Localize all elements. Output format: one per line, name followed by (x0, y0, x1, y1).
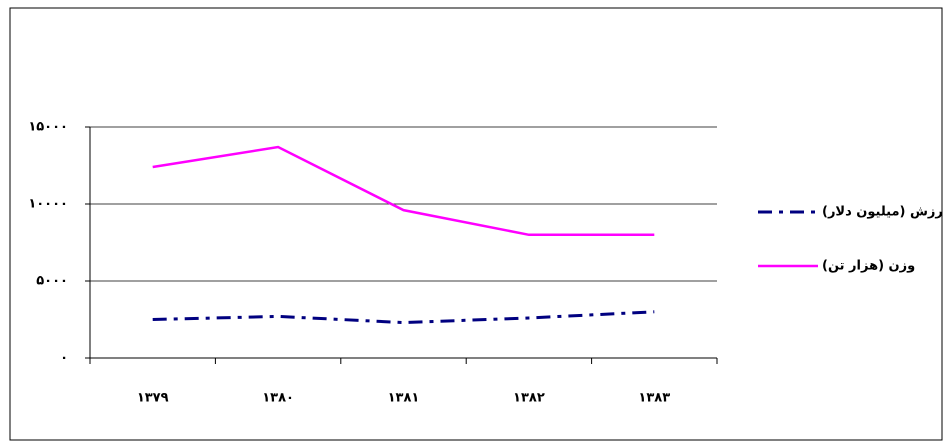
x-tick-label: ۱۳۸۲ (513, 391, 545, 406)
x-tick-label: ۱۳۸۰ (262, 391, 294, 406)
x-tick-label: ۱۳۸۱ (388, 391, 420, 406)
x-tick-label: ۱۳۷۹ (137, 391, 169, 406)
y-tick-label: ۱۰۰۰۰ (28, 197, 68, 212)
legend-label: رزش (میلیون دلار) (822, 205, 943, 220)
y-tick-label: ۵۰۰۰ (36, 274, 68, 289)
y-tick-label: ۰ (60, 351, 68, 366)
x-tick-label: ۱۳۸۳ (638, 391, 670, 406)
y-tick-label: ۱۵۰۰۰ (28, 120, 68, 135)
series-line (152, 310, 655, 325)
legend-label: وزن (هزار تن) (822, 259, 915, 274)
series-line (152, 145, 655, 237)
